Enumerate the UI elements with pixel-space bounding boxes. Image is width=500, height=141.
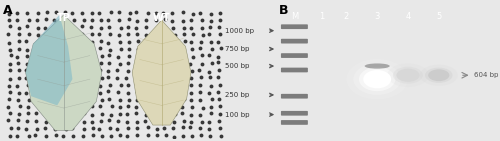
FancyBboxPatch shape [281, 111, 308, 116]
Ellipse shape [396, 69, 419, 82]
Text: 250 bp: 250 bp [226, 92, 250, 98]
Ellipse shape [393, 67, 423, 84]
Text: 3: 3 [374, 12, 380, 21]
Ellipse shape [359, 67, 396, 91]
Ellipse shape [387, 63, 429, 87]
FancyBboxPatch shape [281, 39, 308, 44]
Text: 604 bp: 604 bp [474, 72, 498, 78]
Text: TP: TP [57, 13, 70, 23]
FancyBboxPatch shape [281, 120, 308, 125]
Text: M: M [291, 12, 298, 21]
Text: 100 bp: 100 bp [226, 112, 250, 118]
Text: 1: 1 [318, 12, 324, 21]
Text: A: A [2, 4, 12, 17]
Ellipse shape [425, 68, 452, 83]
Text: 1000 bp: 1000 bp [226, 28, 254, 34]
FancyBboxPatch shape [281, 24, 308, 29]
FancyBboxPatch shape [281, 53, 308, 58]
Text: 2: 2 [344, 12, 349, 21]
Polygon shape [26, 15, 72, 105]
Ellipse shape [363, 70, 391, 88]
Ellipse shape [346, 59, 408, 99]
Ellipse shape [428, 69, 450, 81]
Text: 750 bp: 750 bp [226, 46, 250, 52]
Text: WT: WT [153, 13, 170, 23]
Text: 500 bp: 500 bp [226, 63, 250, 69]
FancyBboxPatch shape [281, 94, 308, 99]
Ellipse shape [354, 64, 401, 95]
FancyBboxPatch shape [281, 68, 308, 72]
Ellipse shape [420, 65, 458, 86]
Text: 5: 5 [436, 12, 442, 21]
Text: 4: 4 [406, 12, 410, 21]
Polygon shape [26, 15, 102, 130]
Text: B: B [279, 4, 288, 17]
Ellipse shape [364, 63, 390, 69]
Polygon shape [132, 20, 191, 125]
